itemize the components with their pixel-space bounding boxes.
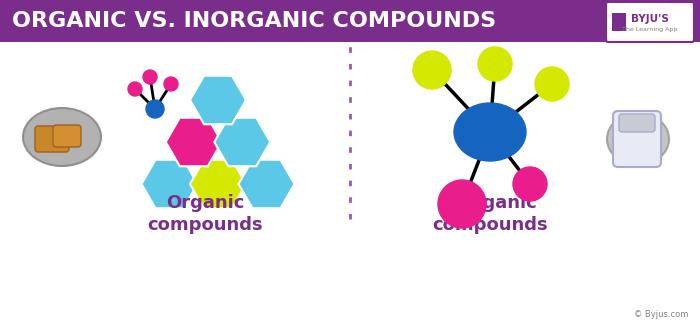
Polygon shape — [190, 160, 246, 208]
FancyBboxPatch shape — [613, 111, 661, 167]
FancyBboxPatch shape — [35, 126, 69, 152]
Text: The Learning App: The Learning App — [622, 26, 678, 31]
FancyBboxPatch shape — [53, 125, 81, 147]
FancyBboxPatch shape — [612, 13, 626, 31]
Circle shape — [478, 47, 512, 81]
Text: Inorganic
compounds: Inorganic compounds — [432, 194, 548, 234]
Text: Organic
compounds: Organic compounds — [147, 194, 262, 234]
Polygon shape — [141, 160, 197, 208]
FancyBboxPatch shape — [619, 114, 655, 132]
Circle shape — [146, 100, 164, 118]
Text: ORGANIC VS. INORGANIC COMPOUNDS: ORGANIC VS. INORGANIC COMPOUNDS — [12, 11, 496, 31]
Ellipse shape — [607, 113, 669, 165]
Circle shape — [164, 77, 178, 91]
Ellipse shape — [23, 108, 101, 166]
Polygon shape — [239, 160, 295, 208]
Circle shape — [438, 180, 486, 228]
Circle shape — [128, 82, 142, 96]
Polygon shape — [166, 118, 222, 166]
Circle shape — [513, 167, 547, 201]
Circle shape — [413, 51, 451, 89]
Polygon shape — [190, 76, 246, 124]
Text: © Byjus.com: © Byjus.com — [634, 310, 688, 319]
Text: BYJU'S: BYJU'S — [631, 14, 669, 24]
Polygon shape — [214, 118, 270, 166]
FancyBboxPatch shape — [606, 2, 694, 42]
Circle shape — [143, 70, 157, 84]
Ellipse shape — [454, 103, 526, 161]
Circle shape — [535, 67, 569, 101]
FancyBboxPatch shape — [0, 0, 700, 42]
